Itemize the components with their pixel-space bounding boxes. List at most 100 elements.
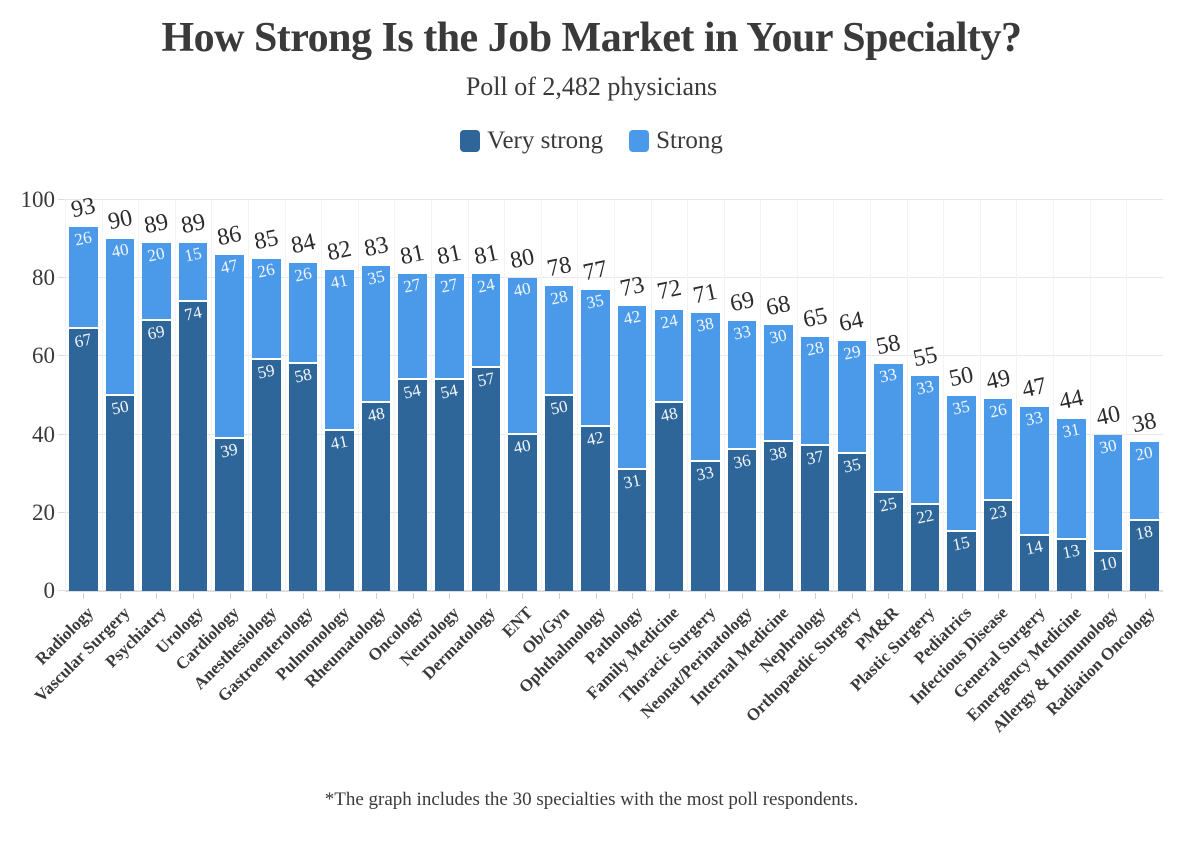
- bar-segment-very-strong: 69: [142, 321, 171, 591]
- bar-total-label: 78: [544, 251, 574, 283]
- segment-value-label: 27: [438, 274, 460, 297]
- bar-group: 89 20 69: [138, 200, 175, 599]
- bar-group: 93 26 67: [65, 193, 102, 599]
- segment-value-label: 57: [475, 368, 496, 391]
- bar-total-label: 77: [581, 255, 611, 287]
- bar-total-label: 81: [471, 240, 501, 271]
- segment-value-label: 50: [109, 395, 131, 419]
- bar-group: 49 26 23: [979, 200, 1017, 599]
- bar-total-label: 40: [1093, 400, 1123, 431]
- bar-group: 80 40 40: [504, 200, 541, 599]
- gridline-x: [943, 200, 945, 591]
- segment-value-label: 37: [804, 446, 826, 469]
- segment-value-label: 35: [585, 290, 606, 313]
- segment-value-label: 42: [621, 306, 643, 329]
- bar-segment-very-strong: 13: [1057, 540, 1086, 591]
- bar-total-label: 82: [325, 236, 354, 267]
- segment-value-label: 58: [292, 364, 313, 387]
- bar-segment-strong: 33: [1020, 407, 1049, 537]
- stacked-bar: 20 18: [1130, 442, 1159, 591]
- segment-value-label: 28: [804, 337, 826, 360]
- y-axis-tick: [58, 511, 65, 513]
- gridline-x: [1089, 200, 1091, 591]
- bar-segment-strong: 20: [142, 243, 171, 322]
- bar-group: 69 33 36: [723, 200, 761, 599]
- segment-value-label: 69: [146, 321, 167, 344]
- stacked-bar: 28 50: [544, 286, 574, 591]
- bar-segment-very-strong: 14: [1020, 536, 1049, 591]
- page-title: How Strong Is the Job Market in Your Spe…: [161, 15, 1022, 61]
- bar-segment-strong: 47: [215, 254, 244, 439]
- x-axis-tick: [266, 593, 268, 599]
- bar-group: 89 15 74: [174, 200, 212, 599]
- gridline-x: [211, 200, 213, 591]
- y-axis-label: 80: [32, 265, 55, 291]
- bar-segment-strong: 27: [434, 274, 464, 380]
- stacked-bar: 33 25: [874, 364, 903, 591]
- bar-total-label: 38: [1130, 408, 1159, 439]
- x-axis-tick: [815, 593, 817, 599]
- bar-segment-very-strong: 50: [544, 395, 574, 591]
- legend-item-very-strong: Very strong: [460, 127, 603, 155]
- bar-total-label: 49: [983, 365, 1013, 396]
- bar-total-label: 68: [764, 290, 794, 322]
- gridline-x: [1016, 200, 1018, 591]
- bar-segment-strong: 28: [544, 286, 574, 396]
- bar-total-label: 81: [398, 240, 428, 271]
- stacked-bar: 24 57: [471, 274, 501, 591]
- bar-group: 71 38 33: [687, 200, 724, 599]
- segment-value-label: 24: [658, 309, 679, 333]
- segment-value-label: 20: [146, 243, 167, 266]
- segment-value-label: 35: [841, 454, 862, 477]
- bar-group: 90 40 50: [101, 200, 139, 599]
- bar-segment-very-strong: 59: [252, 360, 281, 591]
- y-axis-label: 0: [43, 578, 56, 603]
- segment-value-label: 27: [402, 274, 423, 297]
- y-axis-tick: [58, 277, 65, 279]
- segment-value-label: 29: [841, 341, 862, 364]
- stacked-bar: 24 48: [654, 309, 684, 591]
- bar-segment-strong: 41: [325, 270, 354, 431]
- gridline-x: [870, 200, 872, 591]
- bar-segment-very-strong: 54: [398, 379, 427, 591]
- bar-segment-very-strong: 74: [178, 301, 208, 591]
- bar-total-label: 83: [361, 232, 391, 263]
- segment-value-label: 30: [768, 325, 789, 348]
- gridline-x: [504, 200, 506, 591]
- x-axis-tick: [485, 593, 487, 599]
- gridline-x: [1126, 200, 1128, 591]
- segment-value-label: 39: [219, 438, 240, 462]
- page-subtitle: Poll of 2,482 physicians: [465, 72, 718, 101]
- bar-segment-very-strong: 48: [654, 403, 684, 591]
- x-axis-tick: [193, 593, 195, 599]
- gridline-x: [833, 200, 835, 591]
- segment-value-label: 41: [328, 270, 350, 293]
- bar-group: 85 26 59: [247, 200, 285, 599]
- gridline-y-0: [65, 590, 1163, 592]
- bar-total-label: 65: [800, 302, 830, 334]
- y-axis-label: 20: [32, 499, 55, 525]
- bar-segment-strong: 42: [617, 305, 647, 470]
- bar-segment-very-strong: 36: [727, 450, 757, 591]
- x-axis-tick: [1071, 593, 1073, 599]
- bar-segment-very-strong: 54: [434, 379, 464, 591]
- y-axis-tick: [58, 590, 65, 591]
- stacked-bar: 27 54: [398, 274, 427, 591]
- stacked-bar: 33 36: [727, 321, 757, 591]
- bar-segment-strong: 26: [69, 227, 98, 330]
- stacked-bar: 42 31: [617, 305, 647, 591]
- footnote: *The graph includes the 30 specialties w…: [324, 789, 859, 810]
- segment-value-label: 15: [182, 243, 204, 266]
- bar-segment-very-strong: 48: [361, 403, 391, 591]
- gridline-x: [687, 200, 689, 591]
- segment-value-label: 54: [402, 380, 423, 403]
- stacked-bar: 40 50: [105, 239, 135, 591]
- bar-segment-strong: 30: [1093, 434, 1123, 552]
- segment-value-label: 33: [694, 462, 716, 485]
- y-axis-tick: [58, 433, 65, 435]
- bar-segment-very-strong: 40: [508, 434, 537, 591]
- x-axis-tick: [741, 593, 743, 599]
- bar-total-label: 89: [142, 208, 171, 240]
- segment-value-label: 40: [109, 239, 131, 262]
- bar-segment-strong: 24: [654, 309, 684, 404]
